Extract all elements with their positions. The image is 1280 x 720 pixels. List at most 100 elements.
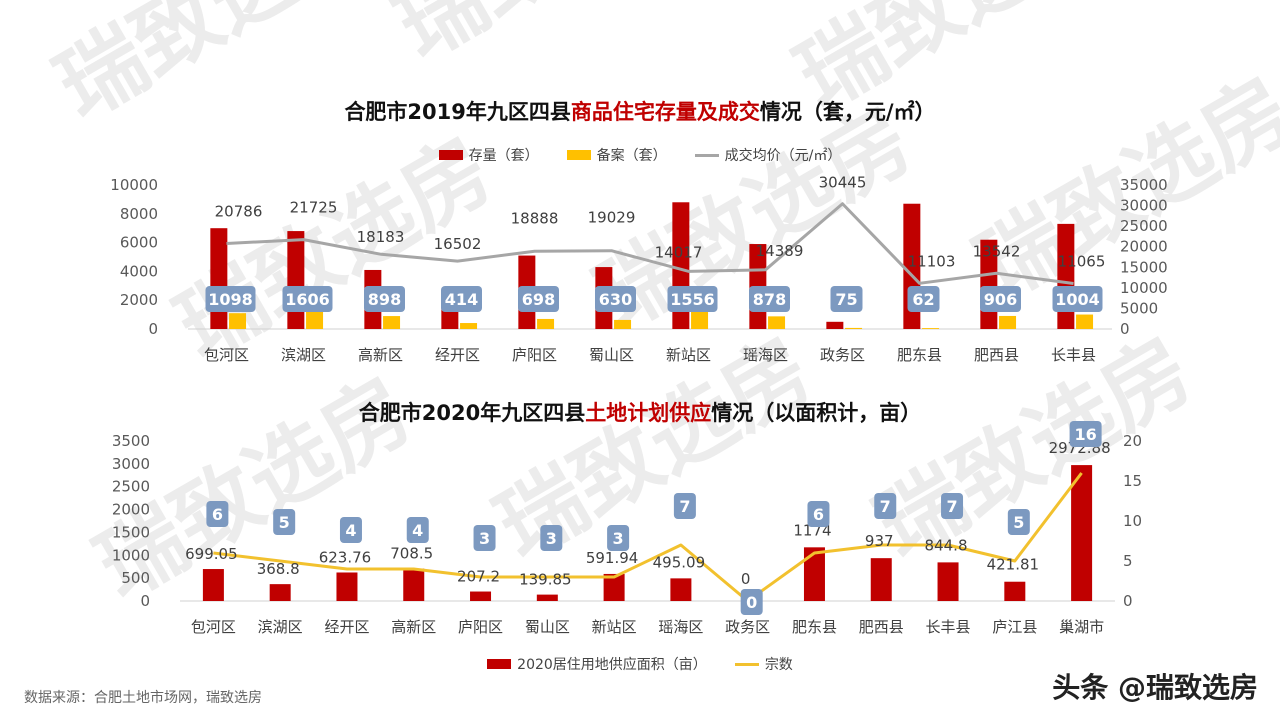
x-tick-label: 经开区	[324, 618, 369, 636]
y-left-tick-label: 1000	[112, 546, 150, 564]
legend-label-price: 成交均价（元/㎡）	[724, 148, 842, 164]
count-tag	[1069, 421, 1102, 447]
bar-secondary	[768, 316, 786, 329]
x-tick-label: 肥西县	[859, 618, 904, 636]
y-left-tick-label: 2000	[120, 291, 158, 309]
area-data-label: 0	[741, 570, 751, 588]
count-tag-label: 0	[746, 593, 757, 612]
filing-tag	[749, 286, 790, 312]
x-tick-label: 新站区	[592, 618, 637, 636]
x-tick-label: 瑶海区	[743, 346, 788, 364]
price-data-label: 16502	[434, 235, 482, 253]
bar-primary	[870, 558, 892, 601]
legend-swatch-filing	[566, 150, 591, 160]
y-right-tick-label: 25000	[1120, 217, 1168, 235]
filing-tag-label: 414	[445, 290, 478, 309]
area-data-label: 937	[865, 532, 894, 550]
count-tag	[206, 501, 229, 527]
chart2-legend: 2020居住用地供应面积（亩） 宗数	[0, 654, 1280, 674]
y-right-tick-label: 10000	[1120, 279, 1168, 297]
y-left-tick-label: 3500	[112, 432, 150, 450]
price-data-label: 20786	[215, 202, 263, 220]
filing-tag	[907, 286, 940, 312]
chart-2019-housing: 0 2000 4000 6000 8000 10000 0 5000 10000 15000 200…	[110, 174, 1167, 364]
x-tick-label: 庐阳区	[512, 346, 557, 364]
x-tick-label: 长丰县	[1051, 346, 1096, 364]
y-right-tick-label: 20	[1123, 432, 1142, 450]
count-tag	[540, 525, 563, 551]
filing-tag-label: 898	[368, 290, 401, 309]
count-tag	[607, 525, 630, 551]
x-tick-label: 高新区	[358, 346, 403, 364]
watermark-text: 瑞致选房	[380, 0, 728, 78]
filing-tag-label: 1098	[208, 290, 253, 309]
bar-primary	[269, 584, 291, 601]
bar-primary	[603, 573, 625, 601]
y-right-tick-label: 10	[1123, 512, 1142, 530]
bar-secondary	[537, 318, 555, 329]
filing-tag-label: 630	[599, 290, 632, 309]
filing-tag	[667, 286, 718, 312]
legend-swatch-price	[694, 153, 719, 157]
count-tag-label: 3	[546, 529, 557, 548]
filing-tag	[518, 286, 559, 312]
y-left-tick-label: 0	[148, 320, 158, 338]
y-right-tick-label: 15000	[1120, 258, 1168, 276]
y-right-tick-label: 35000	[1120, 176, 1168, 194]
y-right-tick-label: 30000	[1120, 197, 1168, 215]
x-tick-label: 肥东县	[792, 618, 837, 636]
count-tag	[406, 517, 429, 543]
y-left-tick-label: 10000	[110, 176, 158, 194]
count-tag-label: 6	[212, 505, 223, 524]
bar-secondary	[460, 323, 478, 329]
x-tick-label: 包河区	[191, 618, 236, 636]
x-tick-label: 长丰县	[926, 618, 971, 636]
y-left-tick-label: 4000	[120, 262, 158, 280]
filing-tag-label: 75	[835, 290, 857, 309]
count-tag	[273, 509, 296, 535]
bar-secondary	[922, 328, 940, 329]
y-right-tick-label: 5000	[1120, 299, 1158, 317]
count-tag	[473, 525, 496, 551]
y-left-tick-label: 500	[121, 569, 150, 587]
y-left-tick-label: 8000	[120, 205, 158, 223]
area-data-label: 708.5	[390, 545, 433, 563]
bar-primary	[1057, 223, 1075, 329]
price-data-label: 21725	[290, 199, 338, 217]
count-tag-label: 16	[1074, 425, 1096, 444]
filing-tag	[980, 286, 1021, 312]
count-tag-label: 7	[880, 497, 891, 516]
count-tag-label: 6	[813, 505, 824, 524]
price-data-label: 11065	[1058, 252, 1106, 270]
bar-primary	[803, 547, 825, 601]
count-tag	[1007, 509, 1030, 535]
filing-tag-label: 1004	[1055, 290, 1100, 309]
brand-watermark: 头条 @瑞致选房	[1052, 671, 1258, 704]
y-left-tick-label: 0	[140, 592, 150, 610]
filing-tag-label: 1606	[285, 290, 330, 309]
count-tag-label: 7	[679, 497, 690, 516]
filing-tag-label: 698	[522, 290, 555, 309]
chart1-title: 合肥市2019年九区四县商品住宅存量及成交情况（套，元/㎡）	[344, 100, 936, 124]
y-left-tick-label: 1500	[112, 523, 150, 541]
chart1-legend: 存量（套） 备案（套） 成交均价（元/㎡）	[0, 145, 1280, 165]
x-tick-label: 滨湖区	[258, 618, 303, 636]
bar-secondary	[845, 327, 863, 329]
price-data-label: 11103	[908, 252, 956, 270]
count-tag-label: 3	[479, 529, 490, 548]
price-data-label: 19029	[588, 209, 636, 227]
x-tick-label: 新站区	[666, 346, 711, 364]
y-right-tick-label: 15	[1123, 472, 1142, 490]
bar-primary	[202, 569, 224, 601]
price-data-label: 30445	[819, 174, 867, 192]
legend-label-filing: 备案（套）	[596, 148, 667, 164]
bar-primary	[826, 321, 844, 329]
y-right-tick-label: 0	[1120, 320, 1130, 338]
count-tag	[941, 493, 964, 519]
legend-item-area: 2020居住用地供应面积（亩）	[487, 654, 707, 674]
filing-tag	[205, 286, 256, 312]
legend-swatch-stock	[438, 150, 463, 160]
y-left-tick-label: 2500	[112, 478, 150, 496]
x-tick-label: 政务区	[725, 618, 770, 636]
